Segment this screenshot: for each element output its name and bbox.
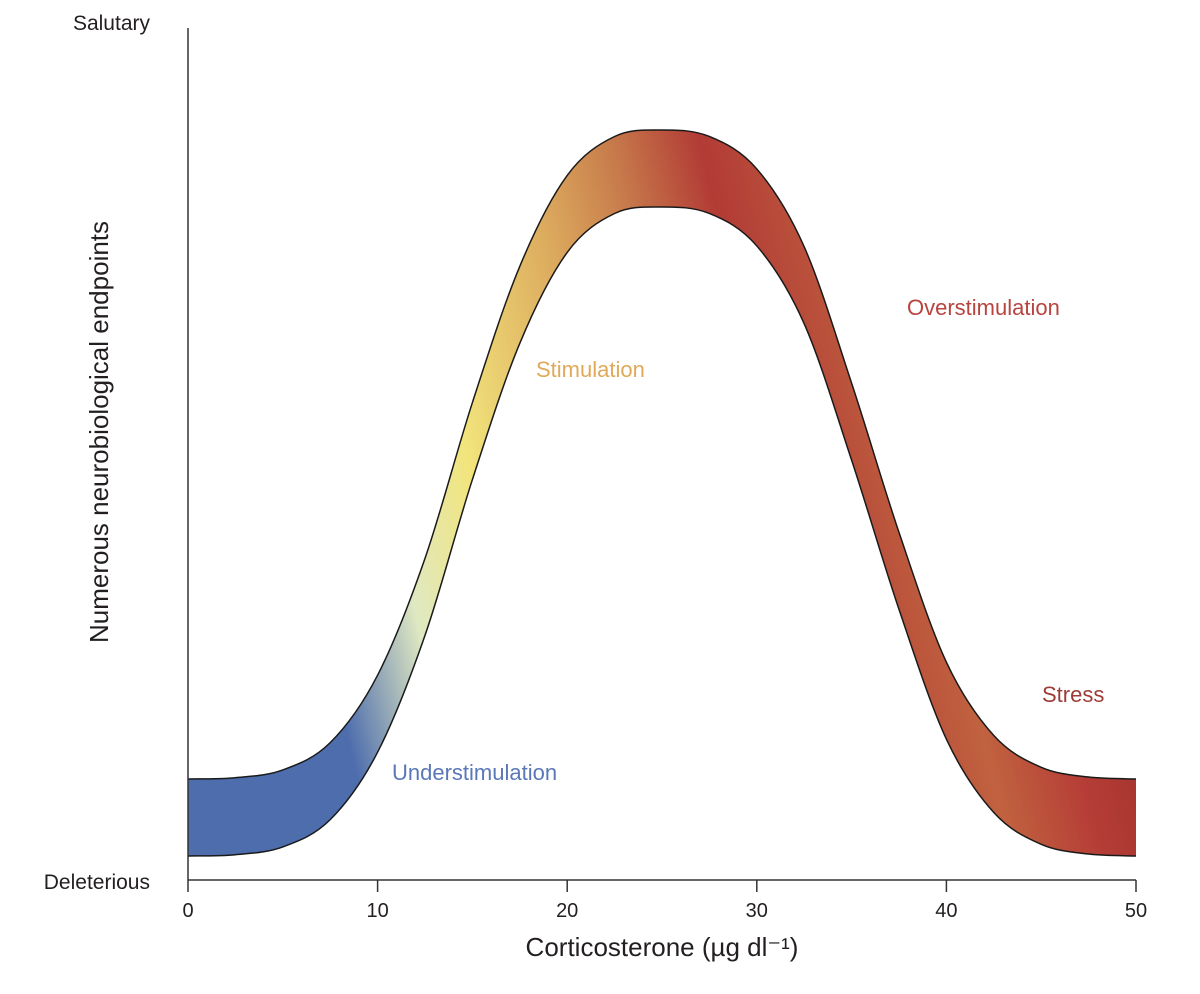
x-tick-label: 20 xyxy=(556,900,578,922)
y-tick-salutary: Salutary xyxy=(73,12,151,35)
x-tick-label: 40 xyxy=(935,900,957,922)
band-upper-edge xyxy=(187,129,1137,780)
x-tick-label: 30 xyxy=(746,900,768,922)
x-tick-label: 0 xyxy=(182,900,193,922)
band-lower-edge xyxy=(187,206,1137,857)
x-axis-label: Corticosterone (µg dl⁻¹) xyxy=(526,932,799,962)
response-band xyxy=(188,129,1136,856)
annotation-overstimulation: Overstimulation xyxy=(907,295,1060,320)
y-tick-deleterious: Deleterious xyxy=(44,871,150,894)
x-tick-label: 10 xyxy=(366,900,388,922)
annotation-stimulation: Stimulation xyxy=(536,357,645,382)
y-axis-label: Numerous neurobiological endpoints xyxy=(84,221,114,643)
x-tick-label: 50 xyxy=(1125,900,1147,922)
annotation-understimulation: Understimulation xyxy=(392,760,557,785)
annotation-stress: Stress xyxy=(1042,682,1104,707)
